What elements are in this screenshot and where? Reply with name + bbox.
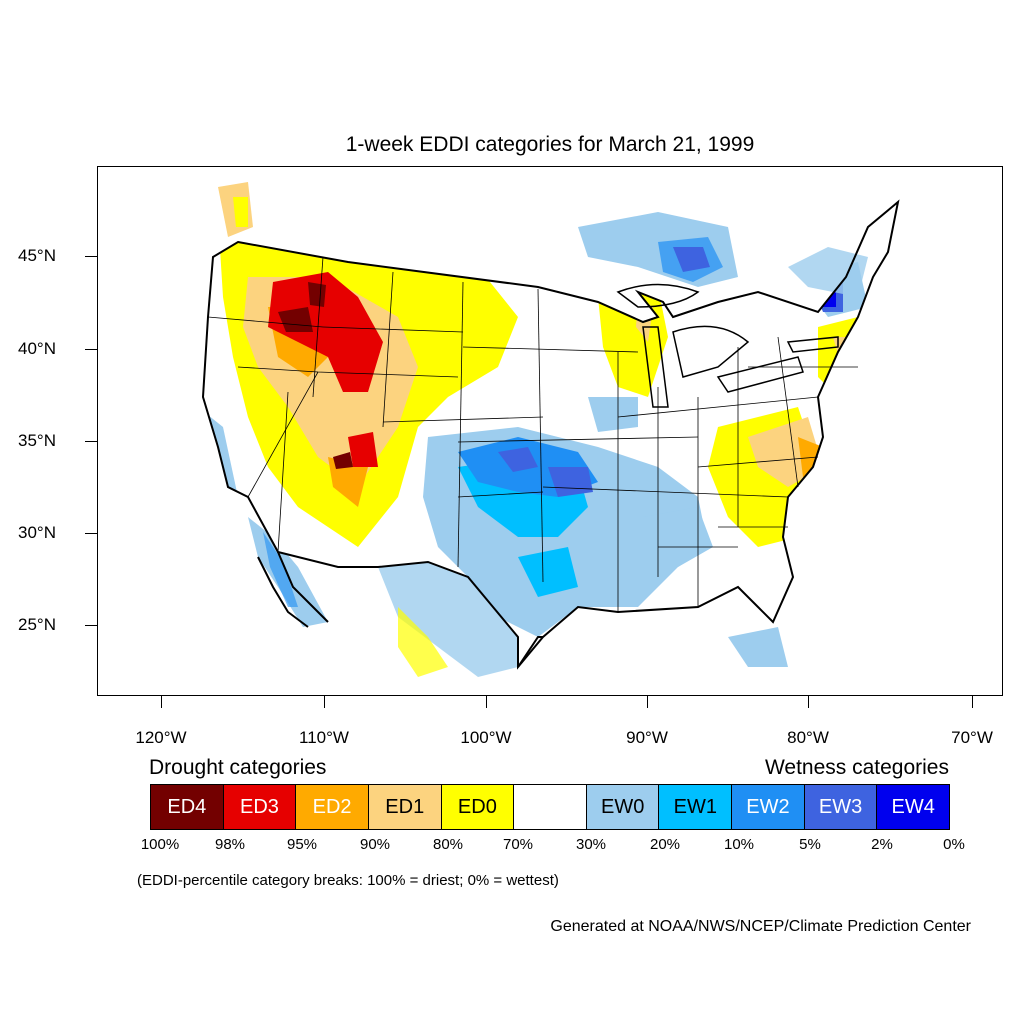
map-canvas <box>201 182 900 677</box>
lon-tick <box>972 696 973 708</box>
legend-break: 90% <box>359 836 391 853</box>
legend-break: 2% <box>871 836 893 853</box>
lat-label-45: 45°N <box>18 246 56 265</box>
legend-break: 5% <box>799 836 821 853</box>
lon-tick <box>486 696 487 708</box>
lat-label-35: 35°N <box>18 431 56 450</box>
lat-tick <box>85 256 97 257</box>
legend-break: 98% <box>214 836 246 853</box>
map-panel <box>97 166 1003 696</box>
lat-label-40: 40°N <box>18 339 56 358</box>
lon-tick <box>647 696 648 708</box>
legend-ew1: EW1 <box>659 785 733 829</box>
lon-label-120w: 120°W <box>135 728 187 747</box>
category-breaks-note: (EDDI-percentile category breaks: 100% =… <box>137 872 559 889</box>
legend-ed1: ED1 <box>368 785 442 829</box>
wetness-categories-heading: Wetness categories <box>764 756 949 779</box>
lon-label-80w: 80°W <box>787 728 829 747</box>
boundary-lines <box>201 199 900 670</box>
legend-ew3: EW3 <box>804 785 878 829</box>
lon-tick <box>161 696 162 708</box>
lon-label-90w: 90°W <box>626 728 668 747</box>
canada-shading <box>218 182 868 297</box>
drought-categories-heading: Drought categories <box>149 756 327 779</box>
lon-tick <box>808 696 809 708</box>
legend-break: 80% <box>432 836 464 853</box>
legend-break: 100% <box>140 836 180 853</box>
lat-tick <box>85 349 97 350</box>
legend-break: 95% <box>286 836 318 853</box>
legend-break: 30% <box>575 836 607 853</box>
legend-ed4: ED4 <box>151 785 224 829</box>
lat-tick <box>85 533 97 534</box>
lat-tick <box>85 441 97 442</box>
credit-line: Generated at NOAA/NWS/NCEP/Climate Predi… <box>550 918 971 935</box>
legend-ed3: ED3 <box>223 785 297 829</box>
lon-label-100w: 100°W <box>460 728 512 747</box>
map-title: 1-week EDDI categories for March 21, 199… <box>345 133 755 156</box>
legend-ew4: EW4 <box>877 785 950 829</box>
lon-label-70w: 70°W <box>951 728 993 747</box>
lat-tick <box>85 625 97 626</box>
legend-ew2: EW2 <box>732 785 805 829</box>
legend-break: 10% <box>723 836 755 853</box>
category-shading <box>203 202 898 667</box>
lat-label-30: 30°N <box>18 523 56 542</box>
legend-break: 70% <box>502 836 534 853</box>
legend-normal <box>514 785 587 829</box>
legend-ew0: EW0 <box>586 785 660 829</box>
lat-label-25: 25°N <box>18 615 56 634</box>
lon-tick <box>324 696 325 708</box>
mexico-shading <box>248 332 788 677</box>
legend-colorbar: ED4 ED3 ED2 ED1 ED0 EW0 EW1 EW2 EW3 EW4 <box>150 784 950 830</box>
legend-ed0: ED0 <box>441 785 515 829</box>
lon-label-110w: 110°W <box>299 728 349 747</box>
legend-ed2: ED2 <box>296 785 369 829</box>
legend-break: 0% <box>943 836 965 853</box>
legend-break: 20% <box>649 836 681 853</box>
